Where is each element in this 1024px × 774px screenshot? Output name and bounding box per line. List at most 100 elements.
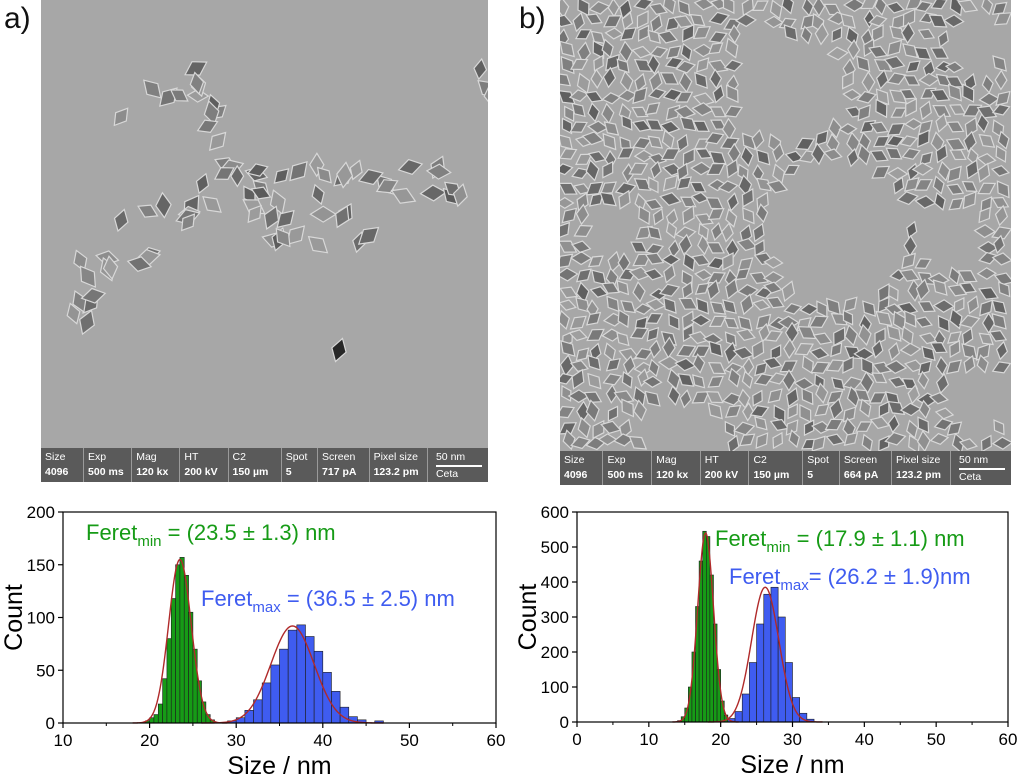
nanoparticle	[568, 89, 590, 102]
nanoparticle	[883, 55, 906, 70]
nanoparticle	[567, 389, 591, 404]
nanoparticle	[644, 252, 665, 265]
nanoparticle	[949, 149, 967, 161]
nanoparticle	[663, 263, 676, 284]
bar-min-8	[706, 536, 711, 723]
nanoparticle	[569, 315, 587, 330]
nanoparticle	[675, 60, 697, 74]
nanoparticle	[842, 406, 857, 423]
nanoparticle	[801, 0, 814, 17]
nanoparticle	[628, 266, 652, 281]
y-tick-label: 50	[36, 661, 55, 680]
nanoparticle	[801, 387, 814, 406]
nanoparticle	[963, 354, 976, 375]
nanoparticle	[788, 429, 800, 448]
nanoparticle	[914, 258, 932, 270]
nanoparticle	[681, 281, 694, 300]
info-label: HT	[704, 454, 719, 466]
nanoparticle	[755, 203, 769, 224]
nanoparticle	[632, 280, 646, 303]
nanoparticle	[634, 348, 654, 361]
nanoparticle	[648, 176, 659, 194]
nanoparticle	[874, 0, 887, 16]
nanoparticle	[203, 99, 220, 126]
nanoparticle	[741, 187, 755, 208]
nanoparticle	[914, 195, 937, 209]
nanoparticle	[682, 251, 696, 272]
nanoparticle	[734, 13, 758, 28]
info-cell-c2: C2 150 µm	[749, 451, 804, 485]
nanoparticle	[728, 24, 741, 45]
nanoparticle	[886, 166, 909, 181]
bar-max-7	[287, 629, 298, 724]
x-tick-label: 40	[855, 730, 874, 749]
nanoparticle	[689, 181, 707, 193]
nanoparticle	[570, 240, 592, 254]
nanoparticle	[633, 178, 652, 191]
nanoparticle	[390, 187, 417, 204]
nanoparticle	[828, 117, 842, 139]
nanoparticle	[676, 162, 689, 182]
nanoparticle	[723, 105, 744, 118]
nanoparticle	[737, 388, 751, 409]
info-label: Spot	[807, 454, 829, 466]
nanoparticle	[915, 278, 930, 302]
nanoparticle	[904, 310, 917, 328]
nanoparticle	[650, 160, 662, 180]
nanoparticle	[560, 221, 571, 238]
nanoparticle	[838, 122, 858, 136]
nanoparticle	[812, 332, 833, 345]
nanoparticle	[754, 361, 768, 377]
info-value: 5	[807, 469, 814, 481]
nanoparticle	[692, 120, 710, 133]
nanoparticle	[728, 367, 741, 388]
info-label: Spot	[285, 451, 308, 463]
bar-max-3	[253, 699, 263, 724]
nanoparticle	[276, 209, 295, 229]
nanoparticle	[668, 313, 680, 331]
nanoparticle	[901, 325, 914, 346]
bar-max-2	[741, 693, 750, 723]
nanoparticle	[811, 435, 826, 452]
nanoparticle	[935, 355, 949, 376]
info-value: 120 kx	[136, 466, 169, 478]
nanoparticle	[871, 372, 888, 384]
nanoparticle	[617, 89, 639, 103]
nanoparticle	[592, 419, 605, 440]
nanoparticle	[783, 24, 798, 42]
nanoparticle	[561, 117, 573, 135]
nanoparticle	[706, 279, 720, 301]
nanoparticle	[903, 234, 918, 258]
nanoparticle	[978, 332, 994, 346]
nanoparticle	[756, 149, 771, 166]
nanoparticle	[741, 0, 754, 17]
nanoparticle	[661, 129, 675, 151]
nanoparticle	[843, 431, 859, 446]
tem-micrograph-b: Size 4096 Exp 500 ms Mag 120 kx HT 200 kV C2 150 …	[560, 0, 1011, 485]
nanoparticle	[903, 359, 925, 373]
micrograph-texture-b	[560, 0, 1011, 455]
nanoparticle	[740, 145, 754, 168]
nanoparticle	[918, 360, 932, 376]
nanoparticle	[645, 119, 664, 132]
nanoparticle	[992, 55, 1007, 72]
nanoparticle	[584, 90, 604, 103]
nanoparticle	[996, 180, 1010, 199]
nanoparticle	[825, 359, 846, 372]
nanoparticle	[967, 295, 979, 315]
nanoparticle	[722, 299, 737, 315]
bar-max-3	[749, 662, 757, 723]
info-label: Exp	[607, 454, 626, 466]
bar-max-9	[305, 636, 315, 724]
nanoparticle	[888, 376, 907, 388]
nanoparticle	[900, 21, 916, 45]
nanoparticle	[945, 137, 967, 152]
y-tick-label: 300	[541, 608, 569, 627]
annotation-value: = (36.5 ± 2.5) nm	[281, 586, 455, 611]
nanoparticle	[959, 282, 977, 294]
nanoparticle	[902, 8, 916, 28]
nanoparticle	[949, 308, 963, 330]
nanoparticle	[824, 418, 844, 431]
nanoparticle	[934, 407, 955, 420]
nanoparticle	[335, 205, 350, 229]
